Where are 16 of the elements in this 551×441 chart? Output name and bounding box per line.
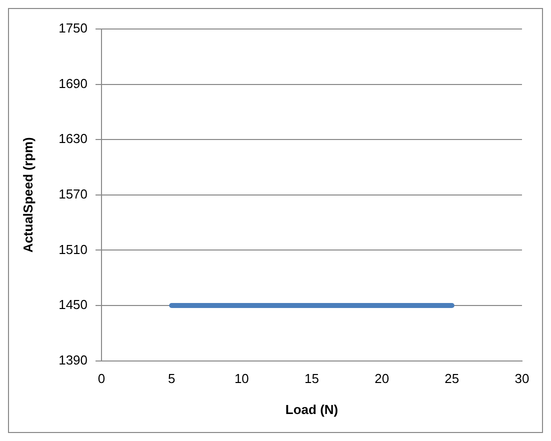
y-tick-label: 1390 bbox=[58, 352, 88, 368]
x-tick-label: 25 bbox=[444, 371, 460, 386]
y-tick-label: 1750 bbox=[58, 20, 88, 36]
x-tick-label: 20 bbox=[374, 371, 390, 386]
x-tick-label: 15 bbox=[304, 371, 319, 386]
x-tick-label: 5 bbox=[168, 371, 176, 386]
y-axis-title: ActualSpeed (rpm) bbox=[20, 137, 36, 253]
x-tick-label: 0 bbox=[98, 371, 106, 386]
x-axis-title: Load (N) bbox=[285, 402, 338, 417]
x-tick-label: 30 bbox=[514, 371, 530, 386]
y-tick-label: 1510 bbox=[58, 242, 88, 257]
y-tick-label: 1450 bbox=[58, 297, 88, 312]
y-tick-label: 1570 bbox=[58, 186, 88, 202]
y-tick-label: 1630 bbox=[58, 131, 88, 146]
x-tick-label: 10 bbox=[234, 371, 249, 386]
y-tick-label: 1690 bbox=[58, 76, 88, 91]
